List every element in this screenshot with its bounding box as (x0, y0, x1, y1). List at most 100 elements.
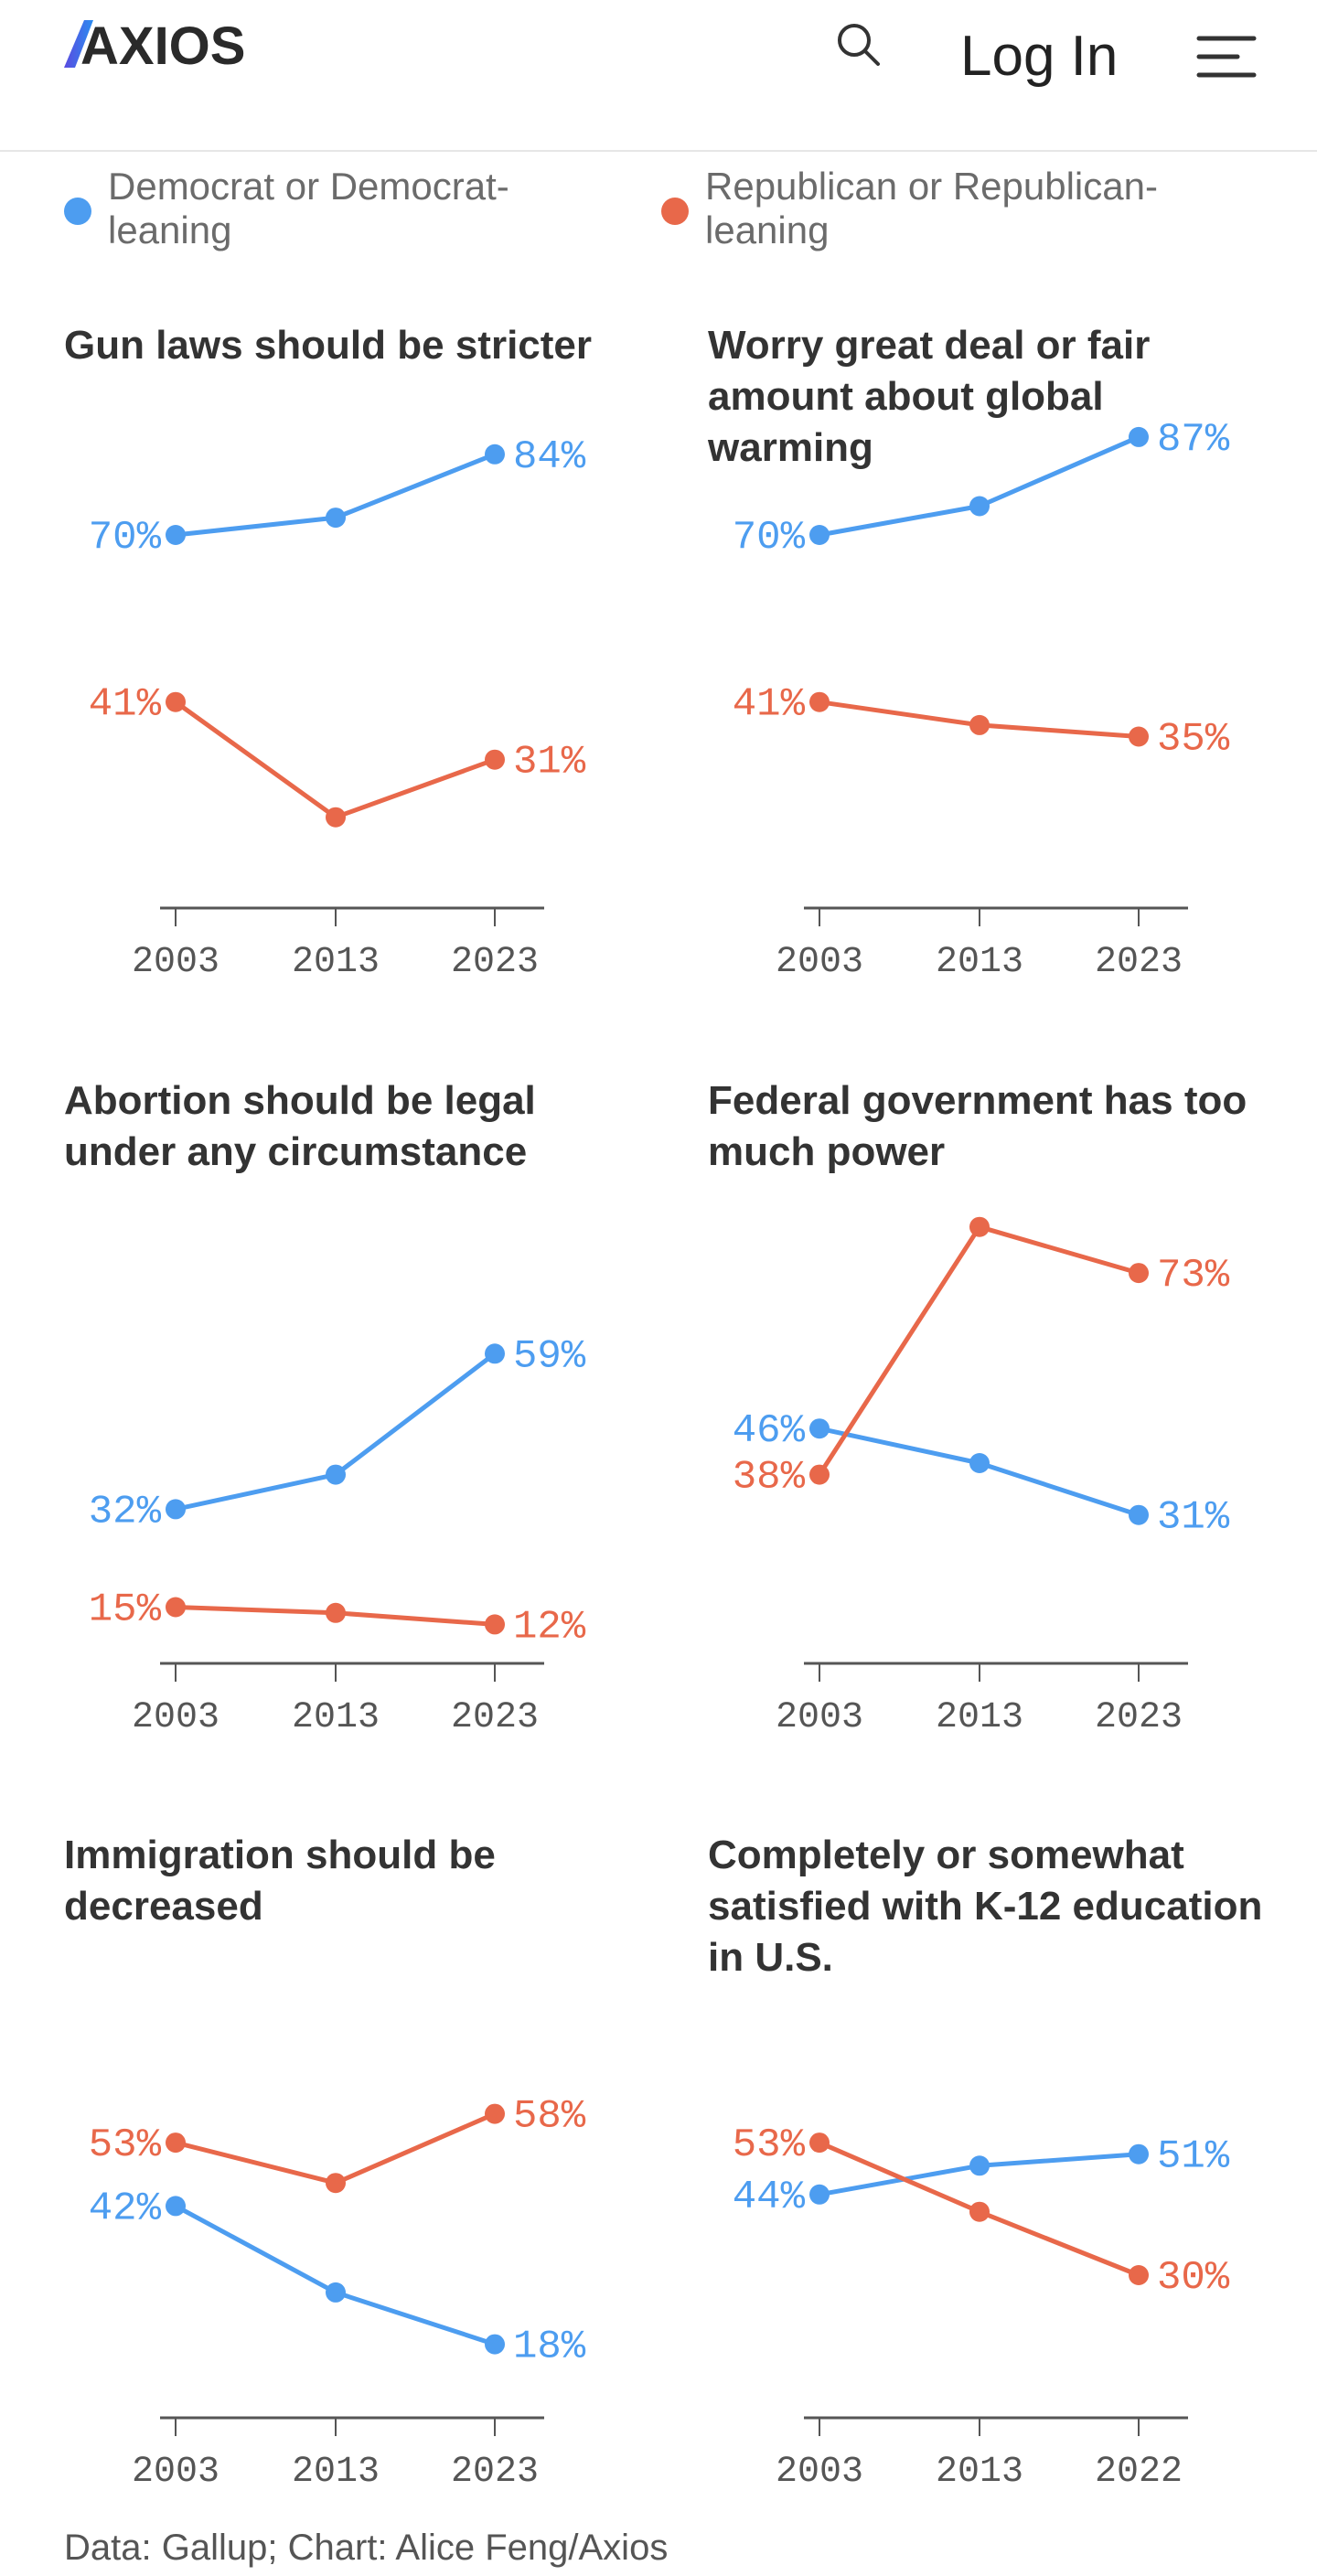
x-tick-label: 2023 (1095, 1697, 1183, 1738)
data-point-democrat (969, 1453, 990, 1473)
source-credit: Data: Gallup; Chart: Alice Feng/Axios (64, 2528, 669, 2568)
chart-title: Immigration should be decreased (64, 1833, 496, 1929)
data-point-democrat (809, 2184, 830, 2205)
chart-plot: 2003 2013 2023 32% 59% 15% 12% (89, 1333, 586, 1738)
chart-title: Federal government has too much power (708, 1078, 1247, 1174)
data-point-republican (166, 2132, 186, 2154)
x-tick-label: 2003 (776, 942, 863, 983)
legend-dot-republican (661, 198, 689, 225)
legend-label-republican-line1: Republican or Republican- (705, 165, 1158, 208)
x-tick-label: 2023 (451, 942, 539, 983)
data-point-republican (326, 1602, 346, 1623)
data-point-republican (326, 2173, 346, 2194)
data-label-democrat-start: 46% (733, 1408, 806, 1454)
data-label-democrat-start: 44% (733, 2175, 806, 2220)
data-label-republican-end: 58% (513, 2094, 586, 2140)
chart-title: Worry great deal or fair amount about gl… (708, 323, 1151, 470)
data-point-democrat (485, 2334, 505, 2355)
series-line-republican (173, 2111, 498, 2186)
data-point-democrat (326, 1464, 346, 1485)
series-line-democrat (817, 434, 1141, 538)
x-tick-label: 2023 (451, 1697, 539, 1738)
data-point-democrat (1129, 426, 1149, 447)
data-point-democrat (166, 525, 186, 545)
data-label-democrat-start: 32% (89, 1489, 162, 1534)
legend-label-republican-line2: leaning (705, 208, 830, 251)
x-tick-label: 2003 (776, 1697, 863, 1738)
data-label-republican-start: 41% (89, 682, 162, 728)
chart-plot: 2003 2013 2023 70% 87% 41% 35% (733, 417, 1230, 983)
data-point-republican (969, 1216, 990, 1237)
data-label-democrat-start: 70% (89, 515, 162, 561)
data-point-democrat (166, 2196, 186, 2217)
data-point-democrat (969, 2155, 990, 2176)
data-label-democrat-end: 59% (513, 1333, 586, 1379)
data-point-democrat (326, 2282, 346, 2303)
data-point-republican (809, 1464, 830, 1485)
menu-icon[interactable] (1195, 33, 1258, 82)
data-label-democrat-end: 87% (1157, 417, 1230, 463)
data-point-republican (809, 2132, 830, 2154)
data-label-republican-start: 41% (733, 682, 806, 728)
x-tick-label: 2013 (292, 1697, 380, 1738)
data-point-republican (1129, 1263, 1149, 1284)
login-link[interactable]: Log In (960, 25, 1119, 88)
data-point-democrat (1129, 2143, 1149, 2164)
data-point-democrat (485, 1343, 505, 1364)
legend-label-democrat-line1: Democrat or Democrat- (108, 165, 509, 208)
x-tick-label: 2013 (936, 2452, 1023, 2493)
x-tick-label: 2013 (292, 2452, 380, 2493)
x-tick-label: 2003 (132, 1697, 220, 1738)
axios-logo[interactable]: AXIOS (64, 16, 269, 71)
x-tick-label: 2023 (1095, 942, 1183, 983)
data-point-republican (485, 1614, 505, 1635)
chart-plot: 2003 2013 2023 42% 18% 53% 58% (89, 2094, 586, 2493)
data-point-democrat (809, 1418, 830, 1439)
data-point-democrat (969, 496, 990, 517)
legend-label-democrat-line2: leaning (108, 208, 232, 251)
data-label-republican-start: 53% (89, 2122, 162, 2168)
data-label-democrat-end: 84% (513, 434, 586, 480)
data-point-democrat (166, 1499, 186, 1520)
data-label-republican-start: 38% (733, 1455, 806, 1501)
chart-plot: 2003 2013 2022 44% 51% 53% 30% (733, 2122, 1230, 2493)
x-tick-label: 2022 (1095, 2452, 1183, 2493)
data-label-republican-end: 12% (513, 1604, 586, 1650)
chart-title: Completely or somewhat satisfied with K-… (708, 1833, 1263, 1980)
data-label-democrat-end: 31% (1157, 1495, 1230, 1541)
data-point-democrat (326, 508, 346, 529)
data-point-republican (969, 2201, 990, 2222)
data-point-republican (485, 749, 505, 770)
x-tick-label: 2003 (776, 2452, 863, 2493)
data-label-democrat-end: 18% (513, 2325, 586, 2370)
search-icon[interactable] (832, 18, 883, 69)
data-label-democrat-start: 70% (733, 515, 806, 561)
series-line-democrat (173, 1351, 498, 1512)
data-label-republican-end: 35% (1157, 717, 1230, 763)
legend-democrat: Democrat or Democrat- leaning (64, 165, 509, 265)
data-point-democrat (485, 444, 505, 465)
chart-plot: 2003 2013 2023 46% 31% 38% 73% (733, 1216, 1230, 1738)
x-tick-label: 2003 (132, 2452, 220, 2493)
data-label-democrat-end: 51% (1157, 2134, 1230, 2180)
data-label-democrat-start: 42% (89, 2186, 162, 2231)
data-label-republican-end: 30% (1157, 2255, 1230, 2301)
x-tick-label: 2013 (936, 1697, 1023, 1738)
x-tick-label: 2023 (451, 2452, 539, 2493)
data-point-democrat (1129, 1504, 1149, 1525)
data-point-republican (809, 691, 830, 712)
legend-dot-democrat (64, 198, 91, 225)
data-point-republican (969, 714, 990, 735)
data-label-republican-end: 73% (1157, 1253, 1230, 1299)
data-point-republican (326, 807, 346, 828)
data-label-republican-start: 53% (733, 2122, 806, 2168)
data-point-republican (1129, 726, 1149, 747)
logo-text: AXIOS (80, 16, 246, 71)
data-point-republican (1129, 2265, 1149, 2285)
series-line-democrat (173, 2203, 498, 2347)
series-line-republican (173, 700, 498, 820)
data-label-republican-start: 15% (89, 1587, 162, 1633)
data-point-democrat (809, 525, 830, 545)
data-point-republican (485, 2103, 505, 2124)
x-tick-label: 2013 (936, 942, 1023, 983)
